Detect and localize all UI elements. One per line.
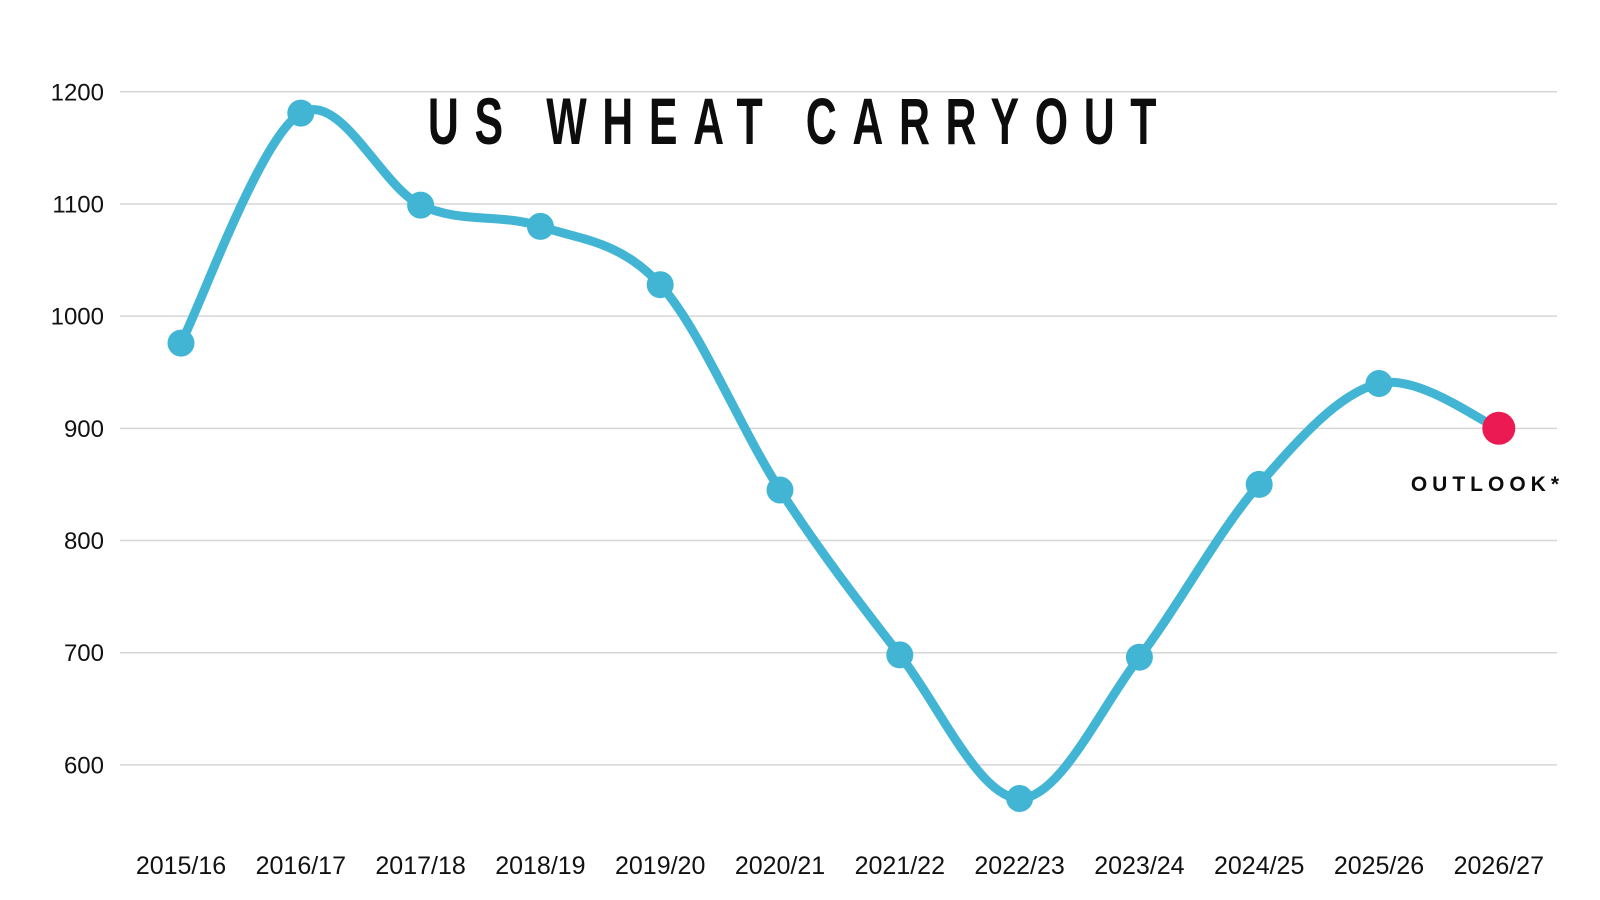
data-point xyxy=(886,641,914,669)
gridlines xyxy=(120,91,1557,766)
data-point xyxy=(167,329,195,357)
outlook-point xyxy=(1482,411,1516,445)
data-point xyxy=(1125,643,1153,671)
x-tick-label: 2022/23 xyxy=(974,852,1064,880)
x-tick-label: 2021/22 xyxy=(855,852,945,880)
y-tick-label: 1200 xyxy=(51,79,104,106)
chart-title: US WHEAT CARRYOUT xyxy=(428,85,1172,159)
x-tick-label: 2023/24 xyxy=(1094,852,1184,880)
x-tick-label: 2026/27 xyxy=(1454,852,1544,880)
x-tick-label: 2016/17 xyxy=(256,852,346,880)
carryout-line-series xyxy=(176,105,1504,804)
x-tick-label: 2018/19 xyxy=(495,852,585,880)
data-point xyxy=(1245,470,1273,498)
data-point xyxy=(646,271,674,299)
y-tick-label: 1000 xyxy=(51,304,104,331)
y-tick-label: 800 xyxy=(64,528,104,555)
data-point xyxy=(407,191,435,219)
x-tick-label: 2015/16 xyxy=(136,852,226,880)
y-tick-label: 600 xyxy=(64,752,104,779)
x-axis-tick-labels: 2015/16 2016/17 2017/18 2018/19 2019/20 2020/… xyxy=(136,852,1544,880)
x-tick-label: 2019/20 xyxy=(615,852,705,880)
data-point xyxy=(766,476,794,504)
x-tick-label: 2017/18 xyxy=(375,852,465,880)
y-tick-label: 900 xyxy=(64,416,104,443)
data-point xyxy=(526,212,554,240)
data-points xyxy=(167,99,1516,812)
x-tick-label: 2024/25 xyxy=(1214,852,1304,880)
data-point xyxy=(287,99,315,127)
y-axis-tick-labels: 600 700 800 900 1000 1100 1200 xyxy=(51,79,104,779)
x-tick-label: 2025/26 xyxy=(1334,852,1424,880)
y-tick-label: 700 xyxy=(64,640,104,667)
data-point xyxy=(1006,785,1034,812)
x-tick-label: 2020/21 xyxy=(735,852,825,880)
outlook-label: OUTLOOK* xyxy=(1411,473,1564,496)
y-tick-label: 1100 xyxy=(52,191,104,218)
data-point xyxy=(1365,370,1393,397)
